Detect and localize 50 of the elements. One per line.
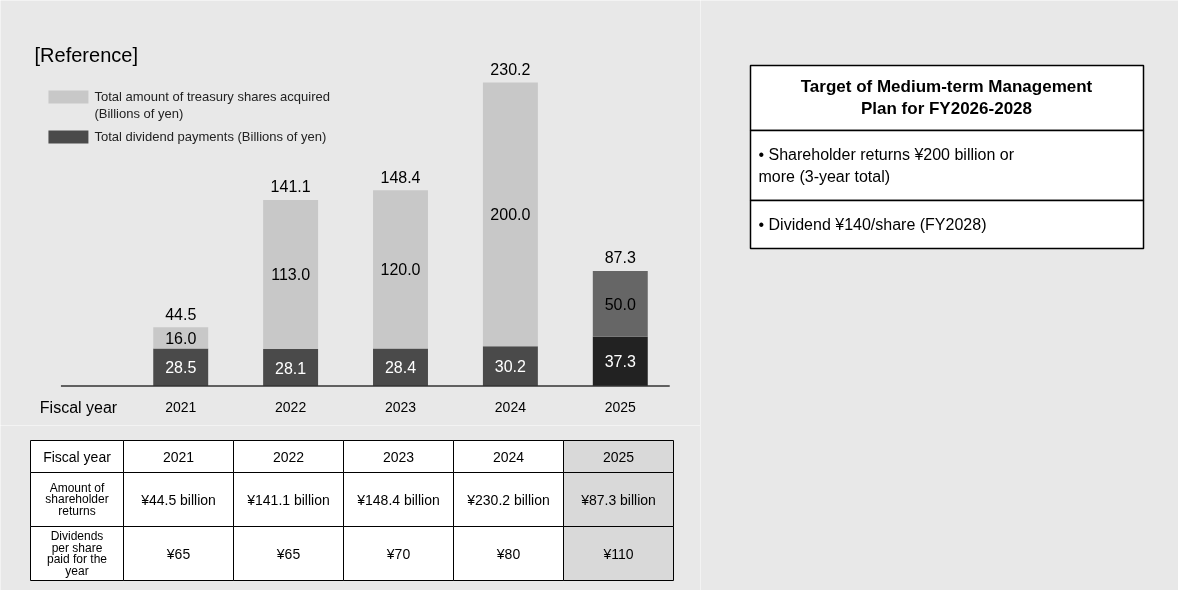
data-label: ¥141.1 billion: [246, 491, 330, 508]
x-tick-label: 2023: [384, 399, 417, 416]
x-tick-label: 2021: [165, 399, 197, 416]
total-label: 148.4: [380, 168, 421, 186]
x-tick-label: 2022: [275, 399, 307, 416]
data-label: ¥87.3 billion: [580, 491, 656, 508]
data-label: 37.3: [604, 353, 636, 371]
data-label: ¥65: [165, 545, 191, 562]
x-tick-label: 2024: [492, 448, 525, 465]
data-label: ¥65: [275, 545, 301, 562]
total-label: 44.5: [165, 305, 197, 323]
data-label: 16.0: [165, 329, 197, 347]
legend-label: Total dividend payments (Billions of yen): [94, 128, 327, 144]
data-label: 30.2: [494, 358, 527, 376]
text: • Shareholder returns ¥200 billion or more (3-year total): [758, 146, 1015, 185]
data-label: 28.1: [275, 359, 307, 377]
bar: [592, 336, 648, 387]
data-label: 28.5: [165, 359, 197, 377]
total-label: 230.2: [490, 60, 531, 78]
data-label: 50.0: [604, 295, 636, 313]
bar: [592, 270, 648, 337]
x-tick-label: 2022: [272, 448, 305, 465]
chart-title: [Reference]: [34, 44, 138, 67]
x-tick-label: 2025: [602, 448, 635, 465]
data-label: 28.4: [384, 359, 417, 377]
bar: [373, 190, 428, 349]
data-label: ¥44.5 billion: [140, 491, 216, 508]
legend-label: Total amount of treasury shares acquired (Billions of yen): [94, 88, 330, 121]
text: Target of Medium-term Management Plan for FY2026-2028: [800, 76, 1093, 119]
y-tick-label: Amount of shareholder returns: [45, 480, 109, 519]
y-tick-label: Dividends per share paid for the year: [46, 528, 108, 579]
x-tick-label: 2025: [604, 399, 637, 416]
data-label: 200.0: [490, 206, 531, 224]
data-label: ¥110: [602, 545, 634, 562]
x-axis-title: Fiscal year: [39, 398, 118, 416]
total-label: 87.3: [604, 249, 636, 267]
total-label: 141.1: [270, 178, 311, 196]
bar: [482, 82, 538, 347]
x-tick-label: 2023: [382, 448, 415, 465]
data-label: ¥230.2 billion: [466, 491, 550, 508]
bar: [263, 199, 319, 349]
x-tick-label: 2024: [494, 399, 527, 416]
x-axis-title: Fiscal year: [43, 448, 112, 465]
x-tick-label: 2021: [162, 448, 195, 465]
data-label: ¥80: [495, 545, 521, 562]
data-label: ¥70: [385, 545, 411, 562]
text: • Dividend ¥140/share (FY2028): [758, 216, 987, 233]
data-label: 120.0: [380, 261, 421, 279]
data-label: 113.0: [271, 266, 311, 284]
data-label: ¥148.4 billion: [356, 491, 440, 508]
